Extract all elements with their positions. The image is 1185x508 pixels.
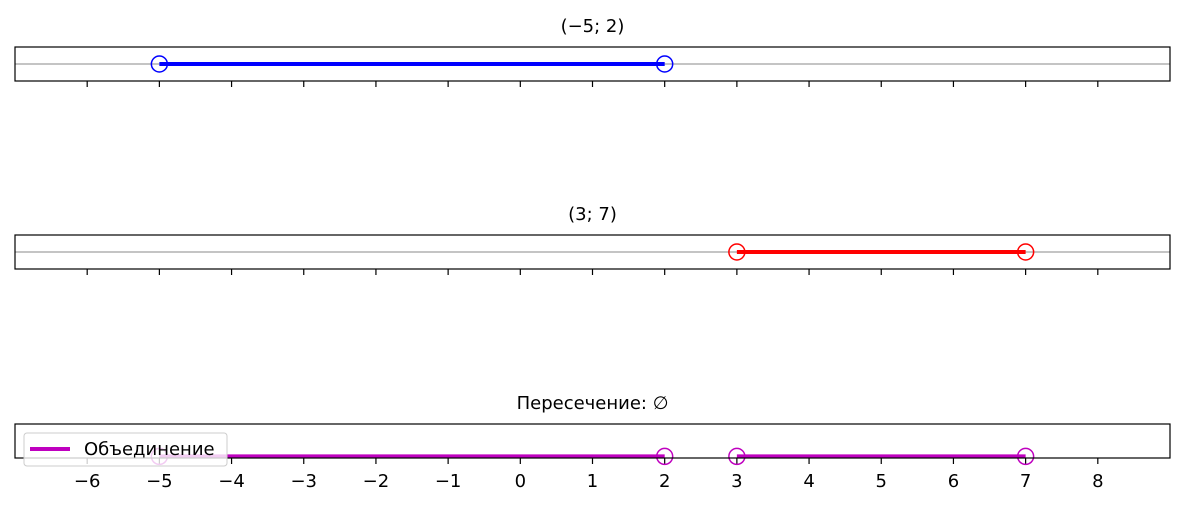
x-tick-label: 0 — [515, 471, 526, 492]
x-tick-label: 3 — [731, 471, 742, 492]
x-tick-label: 7 — [1020, 471, 1031, 492]
open-endpoint — [1016, 243, 1035, 261]
x-tick-label: −3 — [290, 471, 317, 492]
x-tick-label: 4 — [803, 471, 814, 492]
open-endpoint — [655, 55, 674, 73]
open-endpoint — [1016, 447, 1035, 466]
panel-title: (3; 7) — [568, 204, 617, 225]
x-tick-label: −6 — [74, 471, 101, 492]
open-endpoint — [150, 55, 169, 73]
x-tick-label: −4 — [218, 471, 245, 492]
x-tick-label: 8 — [1092, 471, 1103, 492]
legend-label: Объединение — [84, 439, 215, 460]
x-tick-label: −1 — [435, 471, 462, 492]
axes-frame — [14, 423, 1171, 459]
axes-frame — [14, 46, 1171, 82]
x-tick-label: −2 — [363, 471, 390, 492]
x-tick-label: 5 — [876, 471, 887, 492]
x-tick-label: −5 — [146, 471, 173, 492]
x-tick-label: 6 — [948, 471, 959, 492]
x-tick-label: 1 — [587, 471, 598, 492]
panel-title: Пересечение: ∅ — [517, 393, 669, 414]
open-endpoint — [728, 243, 746, 261]
open-endpoint — [655, 447, 674, 466]
x-tick-label: 2 — [659, 471, 670, 492]
panel-title: (−5; 2) — [561, 16, 625, 37]
open-endpoint — [728, 447, 746, 466]
legend-box — [23, 432, 228, 467]
axes-frame — [14, 234, 1171, 270]
